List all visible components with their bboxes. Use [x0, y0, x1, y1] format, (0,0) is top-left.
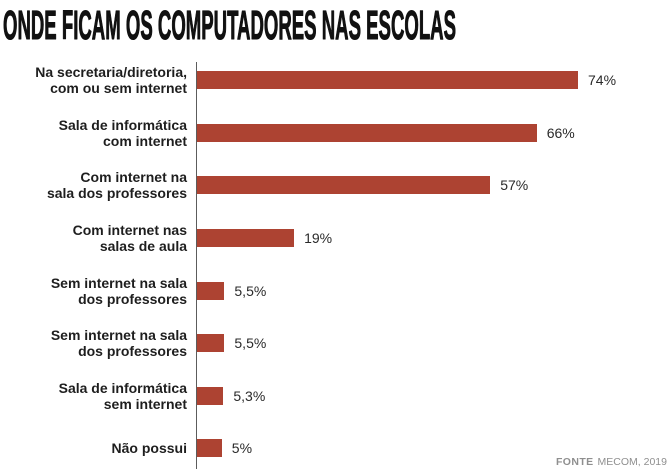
bar — [196, 281, 225, 300]
bar — [196, 439, 222, 458]
category-axis-line — [196, 62, 197, 469]
chart-title: ONDE FICAM OS COMPUTADORES NAS ESCOLAS — [3, 2, 456, 48]
category-label: Sem internet na sala dos professores — [50, 274, 187, 307]
value-label: 74% — [588, 72, 617, 88]
bar — [196, 386, 224, 405]
value-label: 5,5% — [234, 335, 267, 352]
value-label: 66% — [546, 124, 575, 141]
bar — [196, 228, 295, 247]
value-label: 57% — [500, 177, 529, 194]
value-label: 5,3% — [233, 387, 266, 404]
source-note: FONTE MECOM, 2019 — [556, 456, 667, 468]
value-label: 19% — [304, 229, 333, 246]
bar — [196, 176, 491, 195]
category-label: Sala de informática com internet — [58, 116, 187, 149]
category-label: Na secretaria/diretoria, com ou sem inte… — [35, 64, 187, 96]
value-label: 5% — [231, 440, 253, 457]
bar — [196, 71, 578, 89]
chart-title-container: ONDE FICAM OS COMPUTADORES NAS ESCOLAS — [2, 1, 456, 48]
bar — [196, 334, 225, 353]
category-label: Não possui — [111, 440, 187, 457]
source-text: MECOM, 2019 — [597, 456, 667, 468]
bar — [196, 123, 537, 142]
source-label: FONTE — [555, 456, 594, 468]
category-label: Sem internet na sala dos professores — [50, 327, 187, 360]
category-label: Sala de informática sem internet — [58, 379, 187, 412]
category-label: Com internet nas salas de aula — [72, 221, 187, 254]
value-label: 5,5% — [234, 282, 267, 299]
category-label: Com internet na sala dos professores — [46, 169, 187, 202]
